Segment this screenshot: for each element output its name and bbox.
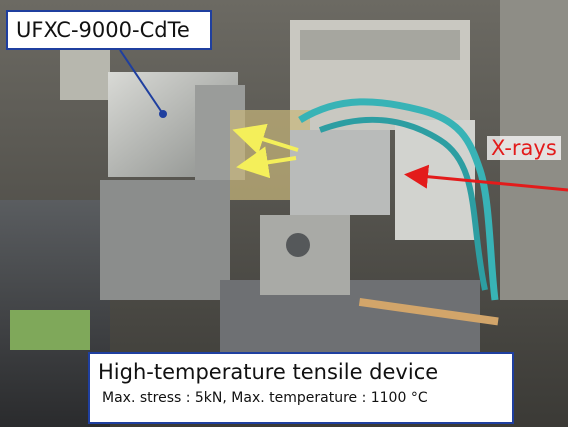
- xrays-label: X-rays: [487, 136, 561, 160]
- page: {"labels": {"detector": "UFXC-9000-CdTe"…: [0, 0, 568, 427]
- detector-label: UFXC-9000-CdTe: [6, 10, 212, 50]
- device-label: High-temperature tensile device Max. str…: [88, 352, 514, 424]
- device-title: High-temperature tensile device: [98, 358, 512, 386]
- device-spec: Max. stress : 5kN, Max. temperature : 11…: [98, 386, 512, 410]
